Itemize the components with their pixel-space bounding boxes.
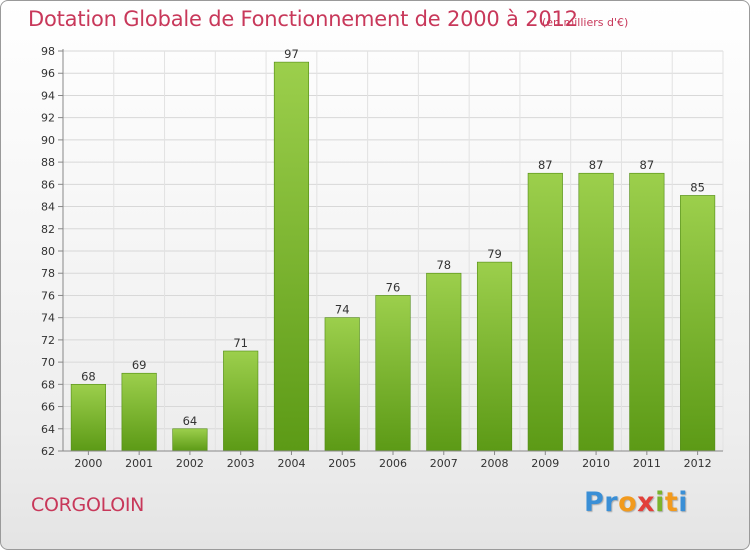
x-tick-label: 2007 xyxy=(430,457,458,470)
bar-2007 xyxy=(426,272,462,452)
chart-title: Dotation Globale de Fonctionnement de 20… xyxy=(28,7,578,31)
bar-2009 xyxy=(527,172,563,452)
x-tick-label: 2001 xyxy=(125,457,153,470)
y-tick-label: 64 xyxy=(41,423,55,436)
value-label-2003: 71 xyxy=(233,336,248,350)
bar-2005 xyxy=(324,317,360,452)
x-tick-label: 2012 xyxy=(684,457,712,470)
y-tick-label: 72 xyxy=(41,334,55,347)
y-tick-label: 96 xyxy=(41,67,55,80)
y-tick-label: 66 xyxy=(41,401,55,414)
value-label-2006: 76 xyxy=(386,280,401,294)
bar-2011 xyxy=(629,172,665,452)
value-label-2004: 97 xyxy=(284,47,299,61)
x-tick-label: 2011 xyxy=(633,457,661,470)
bar-2012 xyxy=(680,195,716,452)
value-label-2009: 87 xyxy=(538,158,553,172)
x-tick-label: 2003 xyxy=(227,457,255,470)
x-tick-label: 2004 xyxy=(277,457,305,470)
y-tick-label: 70 xyxy=(41,356,55,369)
x-tick-label: 2008 xyxy=(481,457,509,470)
value-label-2000: 68 xyxy=(81,369,96,383)
y-tick-label: 92 xyxy=(41,112,55,125)
value-label-2001: 69 xyxy=(132,358,147,372)
x-tick-label: 2005 xyxy=(328,457,356,470)
value-label-2005: 74 xyxy=(335,303,350,317)
bar-2010 xyxy=(578,172,614,452)
x-tick-label: 2006 xyxy=(379,457,407,470)
y-tick-label: 74 xyxy=(41,312,55,325)
value-label-2002: 64 xyxy=(183,414,198,428)
y-tick-label: 98 xyxy=(41,45,55,58)
y-tick-label: 68 xyxy=(41,378,55,391)
bar-2006 xyxy=(375,295,411,452)
y-tick-label: 88 xyxy=(41,156,55,169)
y-tick-label: 62 xyxy=(41,445,55,458)
bar-2002 xyxy=(172,428,208,452)
bar-2003 xyxy=(223,350,259,452)
proxiti-logo[interactable]: Proxiti xyxy=(584,487,689,518)
commune-name: CORGOLOIN xyxy=(31,494,145,516)
bar-2001 xyxy=(121,372,157,452)
y-tick-label: 76 xyxy=(41,289,55,302)
y-tick-label: 80 xyxy=(41,245,55,258)
x-tick-label: 2009 xyxy=(531,457,559,470)
bar-2008 xyxy=(476,261,513,452)
value-label-2008: 79 xyxy=(487,247,502,261)
bar-2000 xyxy=(70,384,106,452)
y-tick-label: 90 xyxy=(41,134,55,147)
y-tick-label: 78 xyxy=(41,267,55,280)
chart-subtitle: (en milliers d'€) xyxy=(542,16,629,29)
value-label-2010: 87 xyxy=(589,158,604,172)
value-label-2012: 85 xyxy=(690,180,705,194)
value-label-2007: 78 xyxy=(436,258,451,272)
y-tick-label: 84 xyxy=(41,201,55,214)
bar-2004 xyxy=(273,61,310,452)
axes xyxy=(58,49,723,455)
bars xyxy=(70,61,716,452)
x-tick-label: 2000 xyxy=(74,457,102,470)
y-tick-label: 94 xyxy=(41,89,55,102)
x-tick-label: 2010 xyxy=(582,457,610,470)
value-label-2011: 87 xyxy=(640,158,655,172)
y-tick-label: 82 xyxy=(41,223,55,236)
y-tick-label: 86 xyxy=(41,178,55,191)
x-tick-label: 2002 xyxy=(176,457,204,470)
labels: 62 64 66 68 70 72 74 76 78 80 82 84 86 88 90 92 94 96 98 68… xyxy=(41,45,712,470)
